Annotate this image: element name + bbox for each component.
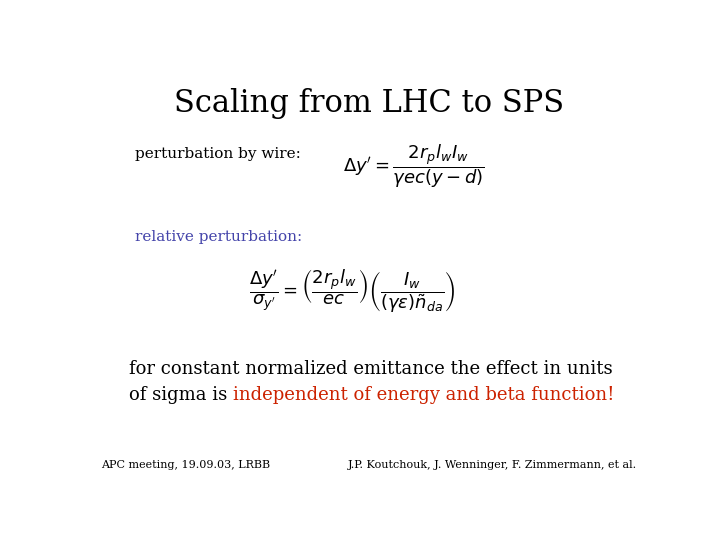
Text: $\dfrac{\Delta y^{\prime}}{\sigma_{y^{\prime}}} = \left( \dfrac{2r_p l_w}{ec} \r: $\dfrac{\Delta y^{\prime}}{\sigma_{y^{\p… [249, 267, 456, 315]
Text: J.P. Koutchouk, J. Wenninger, F. Zimmermann, et al.: J.P. Koutchouk, J. Wenninger, F. Zimmerm… [348, 460, 637, 470]
Text: perturbation by wire:: perturbation by wire: [135, 147, 300, 161]
Text: relative perturbation:: relative perturbation: [135, 231, 302, 245]
Text: of sigma is: of sigma is [129, 386, 233, 404]
Text: APC meeting, 19.09.03, LRBB: APC meeting, 19.09.03, LRBB [101, 460, 270, 470]
Text: for constant normalized emittance the effect in units: for constant normalized emittance the ef… [129, 360, 613, 378]
Text: Scaling from LHC to SPS: Scaling from LHC to SPS [174, 87, 564, 119]
Text: independent of energy and beta function!: independent of energy and beta function! [233, 386, 615, 404]
Text: $\Delta y^{\prime} = \dfrac{2r_p l_w I_w}{\gamma e c (y - d)}$: $\Delta y^{\prime} = \dfrac{2r_p l_w I_w… [343, 143, 485, 191]
